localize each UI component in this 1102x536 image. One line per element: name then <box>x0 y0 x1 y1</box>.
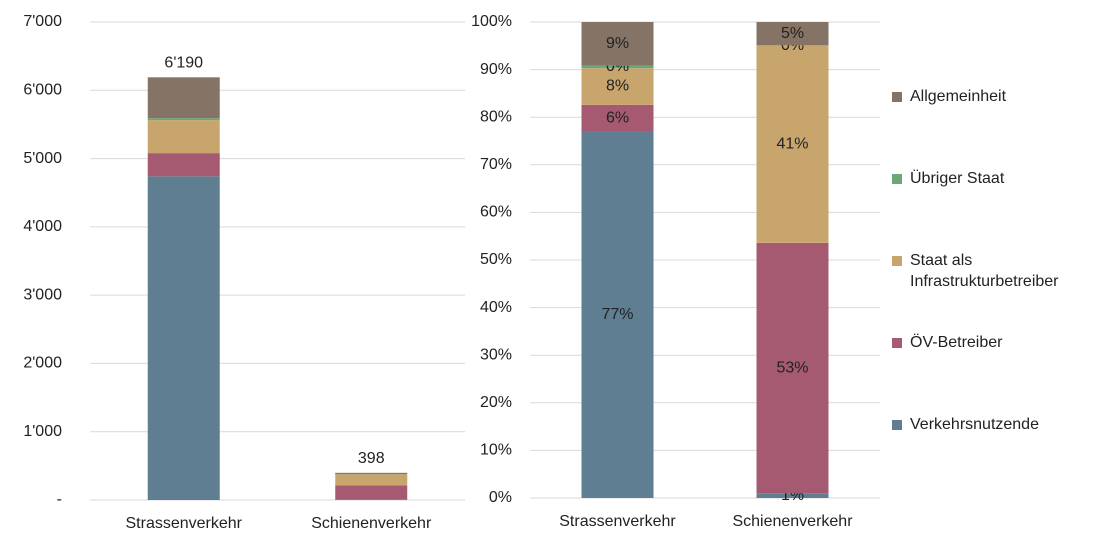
bar-segment <box>581 22 654 66</box>
legend-item: ÖV-Betreiber <box>892 332 1002 353</box>
x-tick-label: Strassenverkehr <box>559 513 676 530</box>
legend-item: Übriger Staat <box>892 168 1004 189</box>
y-tick-label: 70% <box>480 156 512 173</box>
y-tick-label: 6'000 <box>23 82 62 99</box>
y-tick-label: 4'000 <box>23 218 62 235</box>
legend-label: Allgemeinheit <box>910 88 1007 105</box>
y-tick-label: 0% <box>489 489 512 506</box>
y-tick-label: - <box>57 491 62 508</box>
legend-swatch <box>892 420 902 430</box>
value-label: 53% <box>776 359 808 376</box>
legend-swatch <box>892 92 902 102</box>
y-tick-label: 40% <box>480 299 512 316</box>
bar-segment <box>147 120 220 154</box>
legend-item: Staat als Infrastrukturbetreiber <box>892 250 1097 292</box>
bar-segment <box>756 242 829 494</box>
y-tick-label: 80% <box>480 108 512 125</box>
y-tick-label: 1'000 <box>23 423 62 440</box>
legend-swatch <box>892 338 902 348</box>
bar-segment <box>756 493 829 498</box>
y-tick-label: 30% <box>480 346 512 363</box>
legend-label: ÖV-Betreiber <box>910 334 1003 351</box>
value-label: 77% <box>601 306 633 323</box>
total-label: 6'190 <box>164 55 203 72</box>
y-tick-label: 20% <box>480 394 512 411</box>
legend-swatch <box>892 256 902 266</box>
total-label: 398 <box>358 450 385 467</box>
y-tick-label: 3'000 <box>23 286 62 303</box>
legend-label: Staat als Infrastrukturbetreiber <box>910 252 1059 290</box>
bar-segment <box>581 104 654 132</box>
bar-segment <box>756 45 829 243</box>
bar-segment <box>581 131 654 498</box>
legend-label: Übriger Staat <box>910 170 1005 187</box>
value-label: 6% <box>606 110 629 127</box>
bar-segment <box>756 22 829 46</box>
value-label: 8% <box>606 78 629 95</box>
value-label: 5% <box>781 25 804 42</box>
bar-segment <box>147 176 220 500</box>
bar-segment <box>147 153 220 177</box>
value-label: 9% <box>606 35 629 52</box>
x-tick-label: Schienenverkehr <box>732 513 853 530</box>
y-tick-label: 10% <box>480 442 512 459</box>
bar-segment <box>581 65 654 69</box>
bar-segment <box>335 485 408 500</box>
y-tick-label: 90% <box>480 61 512 78</box>
y-tick-label: 60% <box>480 204 512 221</box>
legend-item: Allgemeinheit <box>892 86 1006 107</box>
bar-segment <box>581 68 654 105</box>
y-tick-label: 2'000 <box>23 355 62 372</box>
y-tick-label: 5'000 <box>23 150 62 167</box>
bar-segment <box>147 77 220 119</box>
legend-item: Verkehrsnutzende <box>892 414 1039 435</box>
x-tick-label: Schienenverkehr <box>311 515 432 532</box>
legend-swatch <box>892 174 902 184</box>
y-tick-label: 50% <box>480 251 512 268</box>
x-tick-label: Strassenverkehr <box>126 515 243 532</box>
y-tick-label: 100% <box>471 13 512 30</box>
value-label: 41% <box>776 136 808 153</box>
bar-segment <box>147 118 220 121</box>
bar-segment <box>335 474 408 486</box>
bar-segment <box>335 472 408 475</box>
legend-label: Verkehrsnutzende <box>910 416 1039 433</box>
y-tick-label: 7'000 <box>23 13 62 30</box>
